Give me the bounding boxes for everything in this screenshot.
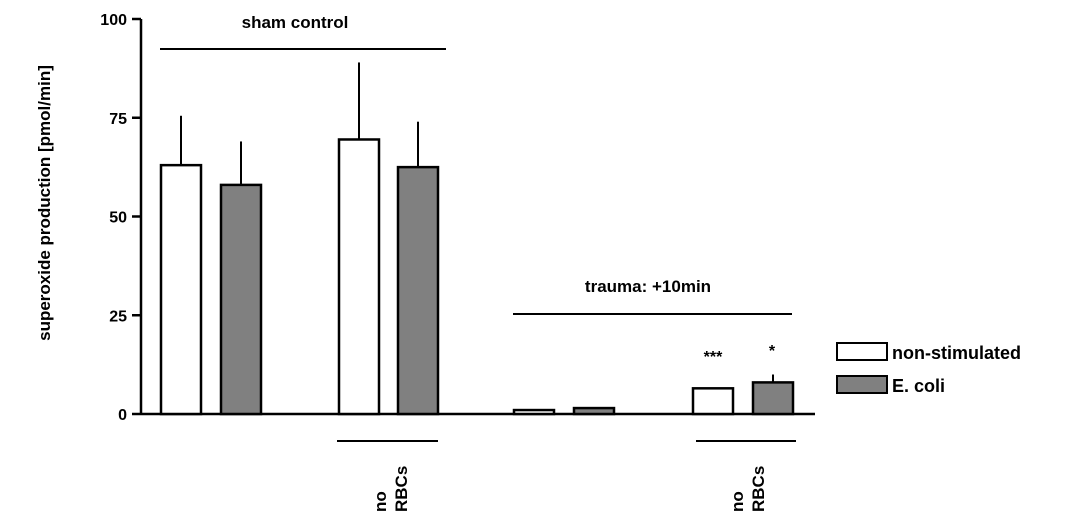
legend: non-stimulated E. coli	[836, 342, 1021, 396]
y-tick-label-4: 100	[100, 12, 127, 29]
condition-label-2-no: no	[728, 491, 747, 512]
y-tick-label-0: 0	[118, 407, 127, 424]
y-tick-label-2: 50	[109, 210, 127, 227]
group-label-sham: sham control	[242, 13, 349, 32]
y-axis-title: superoxide production [pmol/min]	[35, 65, 54, 341]
condition-label-1-rbcs: RBCs	[392, 466, 411, 512]
significance-marker-ecoli: *	[769, 343, 776, 360]
condition-label-1-no: no	[371, 491, 390, 512]
condition-label-2-rbcs: RBCs	[749, 466, 768, 512]
bar-5-e-coli	[572, 406, 616, 416]
y-tick-label-3: 75	[109, 111, 127, 128]
significance-marker-nonstim: ***	[704, 349, 723, 366]
bar-3-e-coli	[396, 165, 440, 416]
bar-4-non-stimulated	[512, 408, 556, 416]
legend-swatch-ecoli	[836, 375, 888, 394]
y-tick-label-1: 25	[109, 308, 127, 325]
legend-label-non-stimulated: non-stimulated	[892, 343, 1021, 363]
legend-swatch-non-stimulated	[836, 342, 888, 361]
bar-1-e-coli	[219, 183, 263, 416]
bar-2-non-stimulated	[337, 138, 381, 416]
bar-7-e-coli	[751, 381, 795, 416]
error-bars-layer	[180, 62, 774, 383]
legend-label-ecoli: E. coli	[892, 376, 945, 396]
bars-layer	[159, 138, 795, 416]
bar-6-non-stimulated	[691, 387, 735, 416]
group-label-trauma: trauma: +10min	[585, 277, 711, 296]
bar-0-non-stimulated	[159, 163, 203, 416]
y-ticks: 0 25 50 75 100	[100, 12, 141, 424]
